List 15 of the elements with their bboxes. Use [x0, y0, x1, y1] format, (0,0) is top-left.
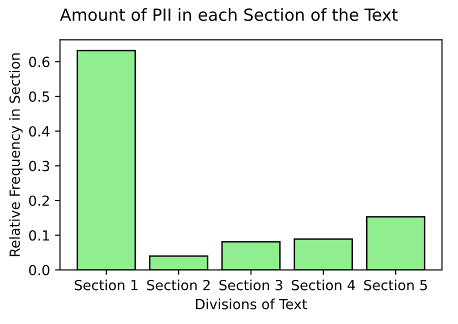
y-tick-label: 0.1 [29, 230, 49, 241]
x-axis-title: Divisions of Text [196, 298, 307, 310]
x-tick-label: Section 4 [292, 280, 355, 290]
y-tick-label: 0.4 [29, 126, 50, 137]
x-tick-label: Section 3 [219, 280, 282, 290]
x-tick-label: Section 2 [147, 280, 210, 290]
x-tick-label: Section 1 [74, 280, 138, 290]
y-tick-label: 0.6 [29, 56, 50, 68]
y-tick-label: 0.3 [29, 160, 50, 172]
chart-title: Amount of PII in each Section of the Text [60, 8, 398, 21]
x-tick-label: Section 5 [364, 280, 427, 290]
y-tick-label: 0.5 [29, 91, 50, 102]
y-tick-label: 0.2 [29, 195, 49, 206]
y-tick-label: 0.0 [29, 264, 50, 276]
y-axis-title: Relative Frequency in Section [9, 53, 23, 256]
